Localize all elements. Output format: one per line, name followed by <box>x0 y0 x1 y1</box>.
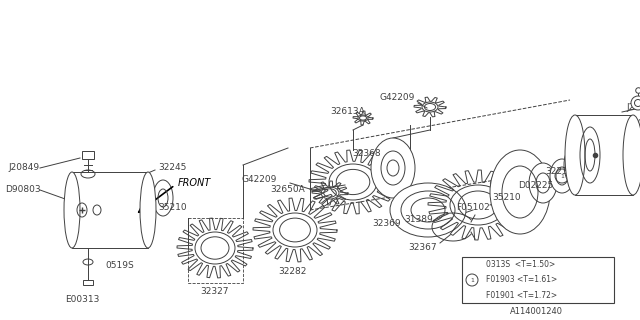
Text: 0313S  <T=1.50>: 0313S <T=1.50> <box>486 260 556 269</box>
Text: 32245: 32245 <box>158 164 186 172</box>
Bar <box>575 115 633 195</box>
Bar <box>83 280 93 285</box>
Text: 32650A: 32650A <box>270 186 305 195</box>
Text: 32282: 32282 <box>278 268 307 276</box>
Text: A114001240: A114001240 <box>510 308 563 316</box>
Text: 0519S: 0519S <box>105 260 134 269</box>
Text: J20849: J20849 <box>8 164 39 172</box>
Text: 35210: 35210 <box>158 204 187 212</box>
Text: 32369: 32369 <box>372 219 401 228</box>
Ellipse shape <box>565 115 585 195</box>
Ellipse shape <box>153 180 173 216</box>
Text: 31389: 31389 <box>404 215 433 225</box>
Ellipse shape <box>623 115 640 195</box>
Ellipse shape <box>564 139 600 191</box>
Text: J20848: J20848 <box>626 102 640 111</box>
Text: 35210: 35210 <box>492 194 520 203</box>
Bar <box>462 257 614 303</box>
Text: 32327: 32327 <box>200 287 228 297</box>
Text: 32367: 32367 <box>408 244 436 252</box>
Text: 32234: 32234 <box>545 167 573 177</box>
Text: 32368: 32368 <box>352 149 381 158</box>
Ellipse shape <box>490 150 550 234</box>
Text: F01903 <T=1.61>: F01903 <T=1.61> <box>486 276 557 284</box>
Ellipse shape <box>631 96 640 110</box>
Bar <box>82 151 94 159</box>
Text: FRONT: FRONT <box>178 178 211 188</box>
Text: 1: 1 <box>560 173 564 179</box>
Text: F01901 <T=1.72>: F01901 <T=1.72> <box>486 291 557 300</box>
Ellipse shape <box>140 172 156 248</box>
Ellipse shape <box>390 183 466 237</box>
Text: G42209: G42209 <box>380 93 415 102</box>
Text: 1: 1 <box>470 277 474 283</box>
Ellipse shape <box>371 138 415 198</box>
Text: 32613A: 32613A <box>330 108 365 116</box>
Text: E00313: E00313 <box>65 295 99 305</box>
Bar <box>72 172 148 248</box>
Text: D90803: D90803 <box>5 186 40 195</box>
Text: F05102: F05102 <box>456 204 490 212</box>
Text: G42209: G42209 <box>242 175 277 185</box>
Ellipse shape <box>64 172 80 248</box>
Text: D90803: D90803 <box>625 119 640 129</box>
Ellipse shape <box>529 163 557 203</box>
Ellipse shape <box>550 159 574 193</box>
Text: D02225: D02225 <box>518 180 553 189</box>
